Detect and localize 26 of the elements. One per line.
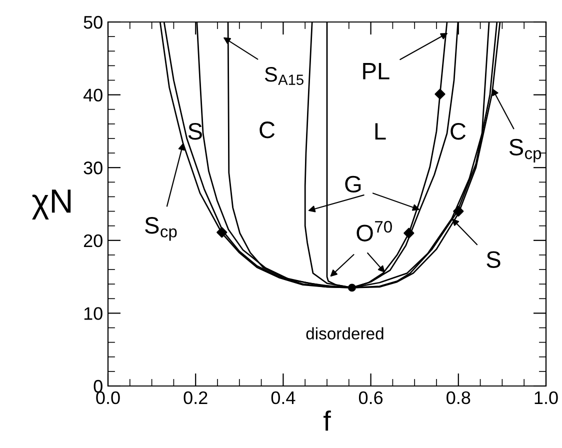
y-axis-title: χN: [32, 190, 71, 220]
annotation: O$^{70}$: [356, 220, 392, 242]
x-tick-label: 0.6: [358, 391, 383, 404]
annotation: S$_{cp}$: [145, 217, 177, 241]
x-axis-title: f: [324, 410, 331, 431]
annotation: disordered: [306, 327, 384, 340]
y-tick-label: 30: [84, 162, 102, 174]
annotation: PL: [363, 63, 390, 80]
x-tick-label: 0.2: [184, 391, 208, 404]
y-tick-label: 40: [83, 88, 102, 102]
x-tick-label: 0.8: [446, 391, 470, 404]
annotation: S: [486, 251, 500, 268]
x-tick-label: 0.0: [96, 391, 120, 404]
annotation: S: [188, 123, 202, 140]
annotation: S$_{cp}$: [509, 138, 542, 162]
annotation: S$_{A15}$: [264, 66, 304, 85]
annotation: G: [345, 176, 361, 193]
annotation: C: [260, 122, 275, 138]
x-tick-label: 0.4: [271, 391, 296, 404]
y-tick-label: 20: [84, 234, 102, 248]
annotation: C: [450, 123, 466, 140]
y-tick-label: 10: [84, 307, 102, 320]
y-tick-label: 50: [84, 16, 102, 29]
y-tick-label: 0: [94, 380, 102, 393]
annotation: L: [375, 123, 386, 140]
x-tick-label: 1.0: [534, 391, 558, 404]
